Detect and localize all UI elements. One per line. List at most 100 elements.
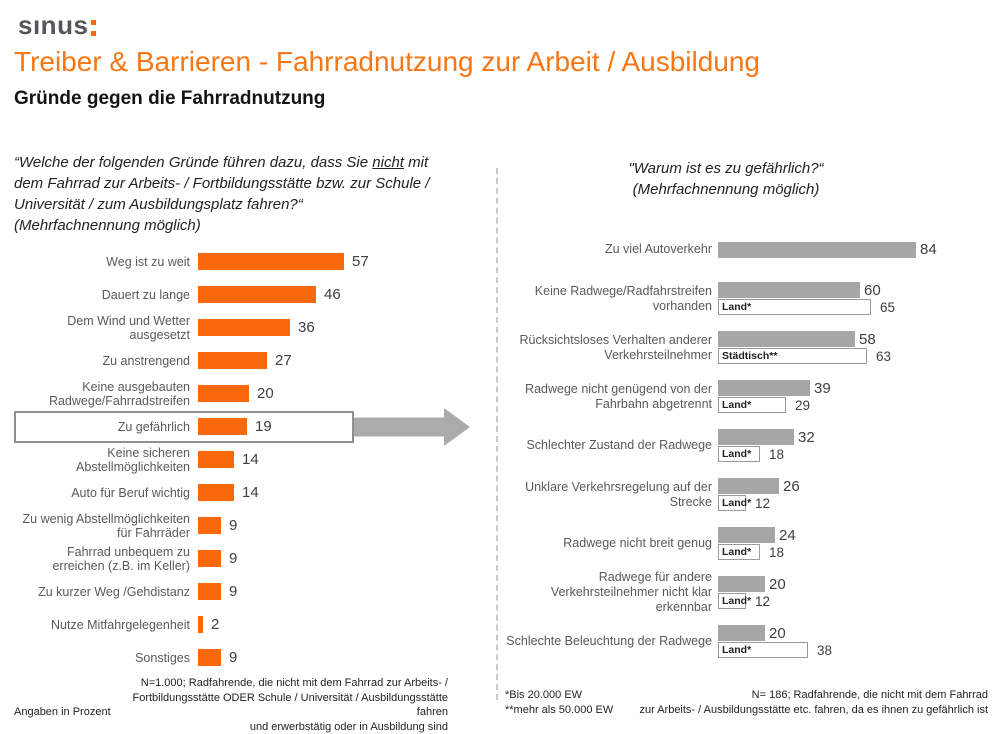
bar-label: Dauert zu lange <box>14 288 198 302</box>
sub-bar-line: Land* 38 <box>718 642 832 659</box>
sub-bar-value: 65 <box>880 300 895 315</box>
bar-label: Radwege nicht breit genug <box>500 536 718 551</box>
bar-line: 39 <box>718 380 831 397</box>
bar-label: Zu kurzer Weg /Gehdistanz <box>14 585 198 599</box>
bar <box>198 484 234 501</box>
footnote-line: zur Arbeits- / Ausbildungsstätte etc. fa… <box>548 703 988 718</box>
bar-value: 32 <box>798 429 815 446</box>
bar-value: 14 <box>242 484 259 501</box>
bar-line: 58 <box>718 331 891 348</box>
sub-bar-line: Land* 18 <box>718 446 815 463</box>
bar-label: Zu anstrengend <box>14 354 198 368</box>
panel-divider <box>496 168 498 700</box>
bar-group: 32 Land* 18 <box>718 429 815 463</box>
bar-label: Dem Wind und Wetter ausgesetzt <box>14 314 198 342</box>
bar-value: 36 <box>298 319 315 336</box>
bar-value: 24 <box>779 527 796 544</box>
bar-value: 20 <box>769 625 786 642</box>
bar-line: 32 <box>718 429 815 446</box>
question-prefix: “Welche der folgenden Gründe führen dazu… <box>14 154 372 171</box>
left-bar-row: Weg ist zu weit 57 <box>14 245 470 278</box>
bar <box>198 517 221 534</box>
left-bar-row: Fahrrad unbequem zu erreichen (z.B. im K… <box>14 542 470 575</box>
unit-note: Angaben in Prozent <box>14 705 111 720</box>
sub-bar-line: Land* 29 <box>718 397 831 414</box>
bar-group: 39 Land* 29 <box>718 380 831 414</box>
bar-label: Zu wenig Abstellmöglichkeiten für Fahrrä… <box>14 512 198 540</box>
sinus-logo-colon-icon <box>91 20 96 36</box>
right-bar-row: Zu viel Autoverkehr 84 <box>500 225 992 274</box>
bar <box>198 352 267 369</box>
sub-bar: Land* <box>718 642 808 658</box>
bar-value: 27 <box>275 352 292 369</box>
sub-bar-label: Land* <box>719 546 751 558</box>
bar <box>718 576 765 592</box>
bar <box>198 583 221 600</box>
slide-title: Treiber & Barrieren - Fahrradnutzung zur… <box>14 46 760 78</box>
sub-bar-value: 18 <box>769 447 784 462</box>
bar-value: 2 <box>211 616 219 633</box>
right-bar-row: Radwege nicht genügend von der Fahrbahn … <box>500 372 992 421</box>
bar-line: 24 <box>718 527 796 544</box>
bar-value: 9 <box>229 583 237 600</box>
question-note: (Mehrfachnennung möglich) <box>14 217 201 234</box>
bar-label: Fahrrad unbequem zu erreichen (z.B. im K… <box>14 545 198 573</box>
bar <box>718 625 765 641</box>
bar <box>198 649 221 666</box>
bar-label: Keine ausgebauten Radwege/Fahrradstreife… <box>14 380 198 408</box>
bar-label: Zu viel Autoverkehr <box>500 242 718 257</box>
bar-value: 9 <box>229 649 237 666</box>
left-bar-row: Auto für Beruf wichtig 14 <box>14 476 470 509</box>
bar-line: 20 <box>718 576 786 593</box>
left-panel: “Welche der folgenden Gründe führen dazu… <box>14 152 470 674</box>
highlight-box <box>14 411 354 443</box>
right-panel: "Warum ist es zu gefährlich?“ (Mehrfachn… <box>500 152 992 666</box>
right-bar-row: Rücksichtsloses Verhalten anderer Verkeh… <box>500 323 992 372</box>
right-question-line1: "Warum ist es zu gefährlich?“ <box>500 158 952 179</box>
bar-value: 57 <box>352 253 369 270</box>
bar-label: Radwege für andere Verkehrsteilnehmer ni… <box>500 570 718 615</box>
left-chart-question: “Welche der folgenden Gründe führen dazu… <box>14 152 458 240</box>
bar-value: 84 <box>920 241 937 258</box>
bar <box>198 385 249 402</box>
sinus-logo-text: sınus <box>18 10 88 41</box>
sub-bar-line: Land*12 <box>718 593 786 610</box>
sub-bar: Land* <box>718 397 786 413</box>
bar-label: Auto für Beruf wichtig <box>14 486 198 500</box>
left-bar-row: Zu wenig Abstellmöglichkeiten für Fahrrä… <box>14 509 470 542</box>
footnote-line: N= 186; Radfahrende, die nicht mit dem F… <box>548 688 988 703</box>
right-bar-row: Schlechter Zustand der Radwege 32 Land* 18 <box>500 421 992 470</box>
bar <box>718 331 855 347</box>
bar-label: Schlechter Zustand der Radwege <box>500 438 718 453</box>
bar-value: 46 <box>324 286 341 303</box>
bar-label: Rücksichtsloses Verhalten anderer Verkeh… <box>500 333 718 363</box>
bar-value: 58 <box>859 331 876 348</box>
sub-bar-line: Land*12 <box>718 495 800 512</box>
right-bar-row: Unklare Verkehrsregelung auf der Strecke… <box>500 470 992 519</box>
bar-value: 39 <box>814 380 831 397</box>
highlight-arrow-shaft <box>354 417 444 436</box>
bar <box>198 253 344 270</box>
bar-line: 26 <box>718 478 800 495</box>
footnote-line: N=1.000; Radfahrende, die nicht mit dem … <box>130 676 448 691</box>
sub-bar-label: Land* <box>719 448 751 460</box>
sub-bar-value: 29 <box>795 398 810 413</box>
sub-bar-label: Land* <box>719 301 751 313</box>
bar-value: 9 <box>229 517 237 534</box>
left-bar-row: Dem Wind und Wetter ausgesetzt 36 <box>14 311 470 344</box>
bar-label: Nutze Mitfahrgelegenheit <box>14 618 198 632</box>
right-chart: Zu viel Autoverkehr 84 Keine Radwege/Radfa… <box>500 225 992 666</box>
bar-label: Weg ist zu weit <box>14 255 198 269</box>
bar <box>718 380 810 396</box>
bar <box>198 550 221 567</box>
bar-label: Radwege nicht genügend von der Fahrbahn … <box>500 382 718 412</box>
sub-bar-value: 38 <box>817 643 832 658</box>
